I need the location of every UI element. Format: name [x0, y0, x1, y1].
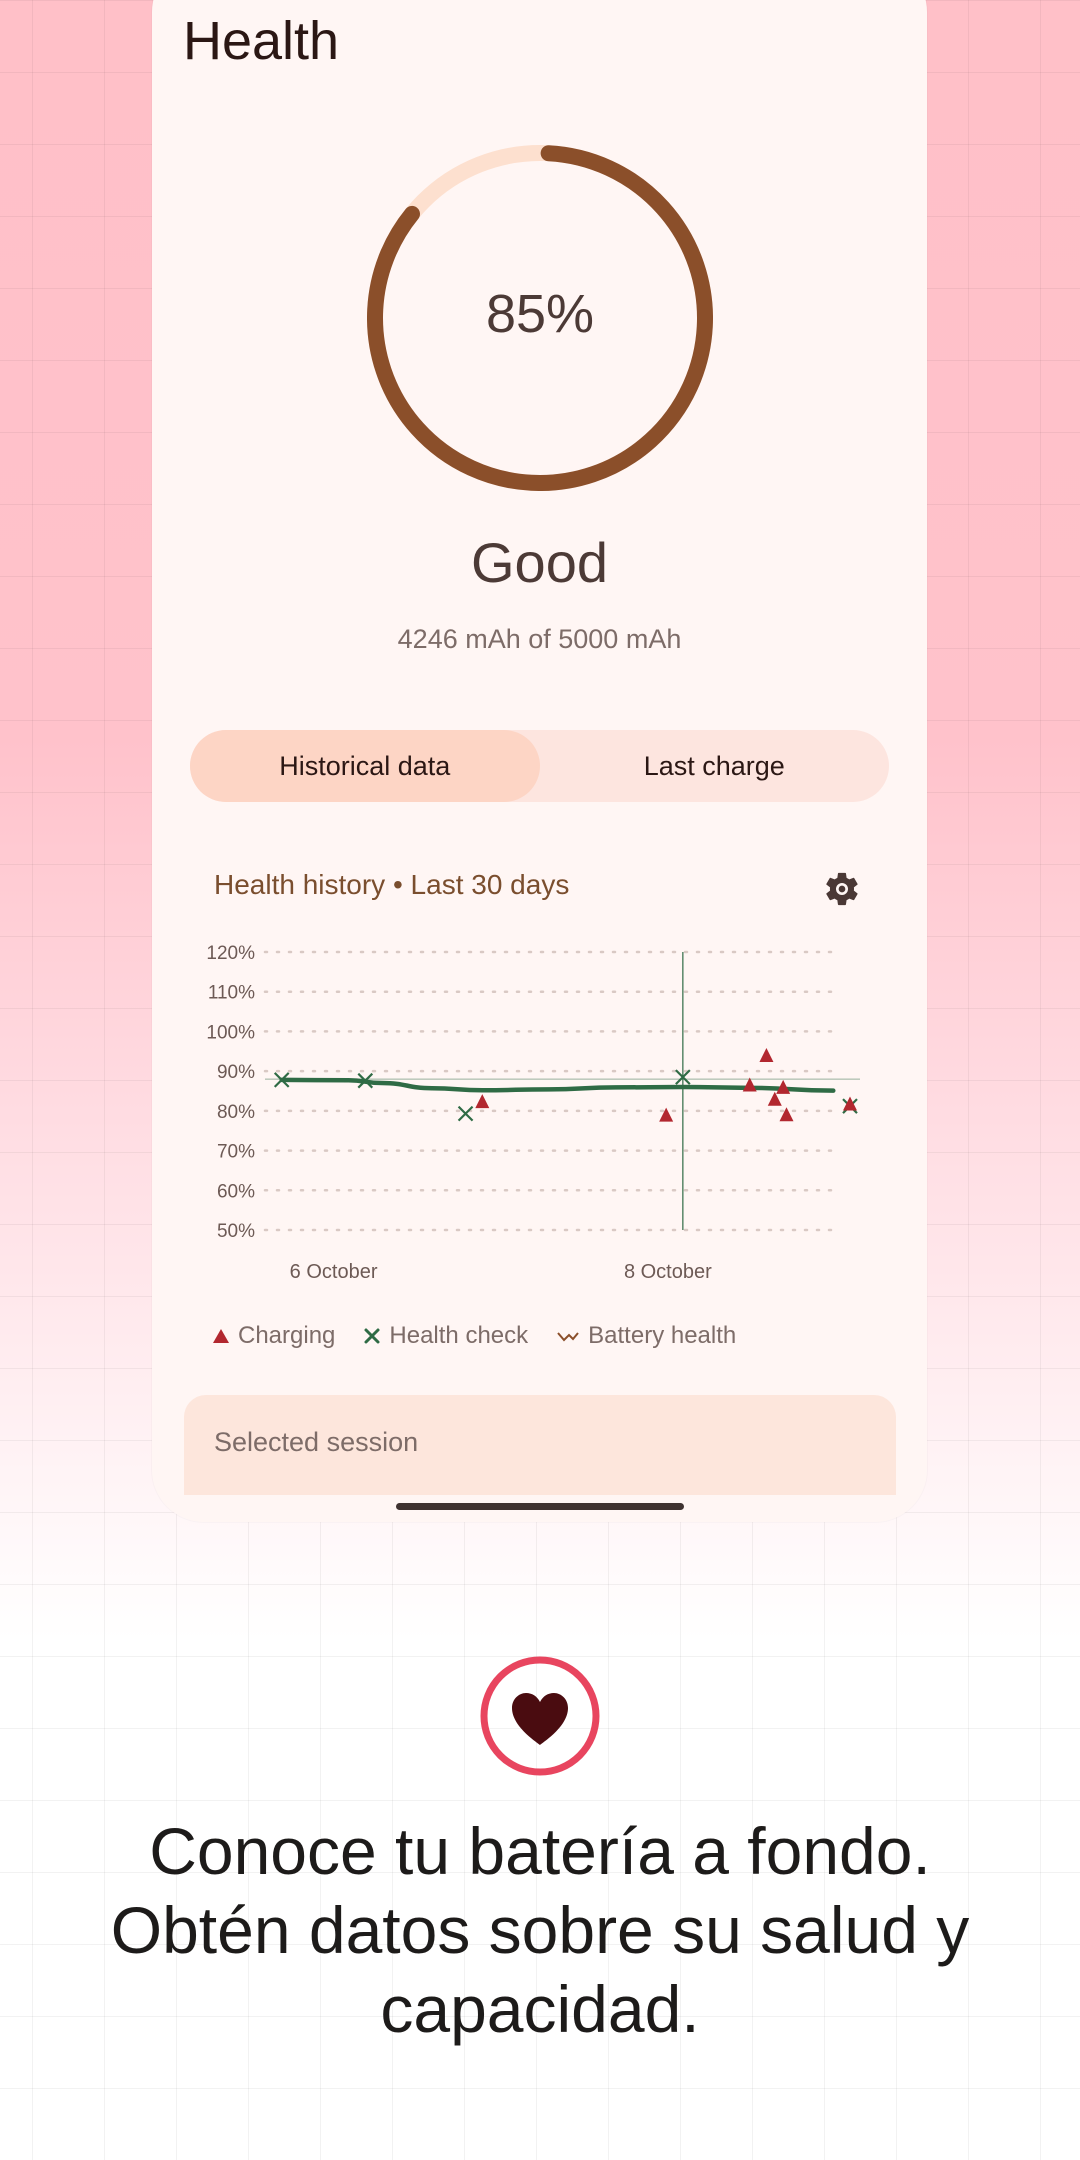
y-tick-label: 60%	[217, 1181, 255, 1202]
legend-charging-label: Charging	[238, 1322, 336, 1349]
tab-historical-data[interactable]: Historical data	[190, 730, 540, 802]
health-check-point	[273, 1072, 290, 1088]
y-tick-label: 110%	[208, 983, 255, 1004]
gauge-fill	[367, 145, 713, 491]
y-tick-label: 120%	[206, 943, 255, 964]
tab-last-charge[interactable]: Last charge	[643, 750, 785, 781]
view-tabs: Historical data Last charge	[190, 730, 889, 802]
charging-point	[759, 1048, 774, 1063]
page-title: Health	[183, 11, 340, 71]
capacity-text: 4246 mAh of 5000 mAh	[397, 624, 682, 654]
gear-icon[interactable]	[822, 869, 862, 909]
y-tick-label: 100%	[206, 1022, 255, 1043]
charging-point	[475, 1094, 490, 1109]
y-tick-label: 80%	[217, 1102, 255, 1123]
x-tick-label: 6 October	[290, 1261, 378, 1283]
health-status: Good	[471, 531, 608, 594]
promo-line-1: Conoce tu batería a fondo.	[149, 1814, 931, 1888]
promo-line-2: Obtén datos sobre su salud y	[110, 1893, 970, 1967]
health-history-title: Health history • Last 30 days	[214, 869, 570, 900]
y-tick-label: 90%	[217, 1062, 255, 1083]
selected-session-label: Selected session	[214, 1427, 419, 1457]
legend-health-check: Health check	[363, 1322, 528, 1350]
health-history-chart: 50% 60% 70% 80% 90% 100% 110% 120% 6 October 8 Oc…	[206, 943, 860, 1283]
chart-legend: Charging Health check Battery health	[212, 1322, 736, 1350]
selected-session-card[interactable]: Selected session	[184, 1395, 896, 1495]
legend-battery-health: Battery health	[556, 1322, 736, 1350]
promo-line-3: capacidad.	[380, 1972, 700, 2046]
heart-icon	[480, 1656, 600, 1776]
cross-icon	[364, 1328, 380, 1344]
charging-point	[776, 1079, 791, 1094]
y-tick-label: 50%	[217, 1221, 255, 1242]
health-check-point	[357, 1072, 374, 1089]
promo-text: Conoce tu batería a fondo. Obtén datos s…	[40, 1812, 1040, 2049]
legend-charging: Charging	[212, 1322, 335, 1350]
health-percentage: 85%	[485, 284, 595, 344]
charging-point	[843, 1096, 857, 1111]
legend-health-check-label: Health check	[389, 1322, 529, 1349]
health-check-point	[457, 1105, 474, 1122]
charging-point	[742, 1077, 757, 1092]
charging-point	[767, 1091, 782, 1106]
y-tick-label: 70%	[217, 1142, 255, 1163]
x-tick-label: 8 October	[624, 1261, 712, 1283]
wave-line-icon	[557, 1332, 579, 1342]
charging-point	[659, 1107, 674, 1122]
legend-battery-health-label: Battery health	[588, 1322, 737, 1349]
health-check-point	[675, 1069, 691, 1085]
health-gauge	[367, 145, 713, 491]
home-indicator[interactable]	[396, 1503, 684, 1510]
triangle-icon	[213, 1329, 229, 1343]
charging-point	[779, 1107, 794, 1122]
